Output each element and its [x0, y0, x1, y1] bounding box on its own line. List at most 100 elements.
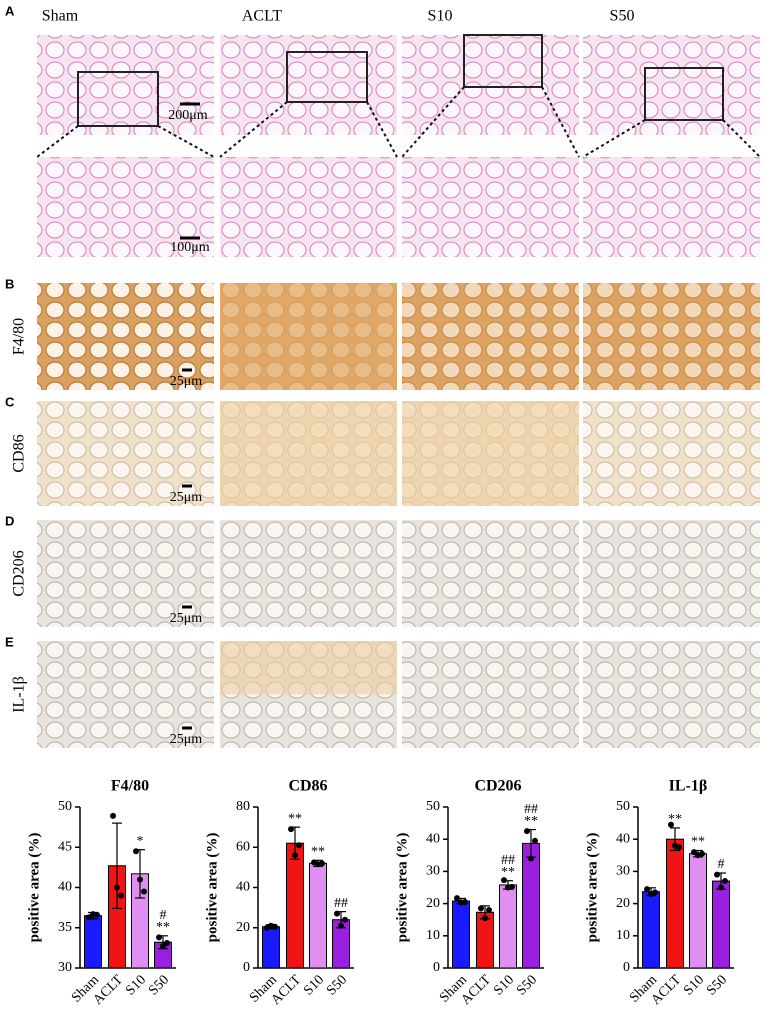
zoom-box	[644, 67, 724, 121]
stain-tint	[583, 283, 760, 390]
significance: #	[160, 908, 167, 923]
column-label: Sham	[42, 8, 79, 25]
significance: *	[137, 834, 144, 849]
data-point	[86, 914, 92, 921]
micrograph	[402, 520, 579, 627]
data-point	[296, 842, 302, 849]
scale-label: 25μm	[170, 490, 203, 505]
scale-label: 25μm	[170, 732, 203, 747]
y-axis-label: positive area (%)	[394, 833, 410, 943]
micrograph	[37, 520, 214, 627]
x-tick-label: S50	[704, 972, 730, 998]
data-point	[652, 889, 658, 896]
significance: **	[524, 814, 538, 829]
data-point	[164, 940, 170, 947]
micrograph	[583, 520, 760, 627]
significance: **	[691, 835, 705, 850]
significance: **	[311, 845, 325, 860]
significance: **	[668, 812, 682, 827]
significance: ##	[334, 896, 348, 911]
y-tick-label: 0	[243, 960, 250, 975]
micrograph	[37, 35, 214, 135]
row-label: CD206	[11, 550, 28, 596]
panel-label: A	[5, 3, 15, 18]
significance: #	[718, 857, 725, 872]
data-point	[486, 907, 492, 914]
y-tick-label: 30	[616, 864, 630, 879]
scale-label: 25μm	[170, 611, 203, 626]
data-point	[156, 934, 162, 941]
x-tick-label: S50	[324, 972, 350, 998]
bar	[84, 915, 102, 969]
data-point	[501, 877, 507, 884]
data-point	[94, 911, 100, 918]
y-tick-label: 45	[58, 839, 72, 854]
data-point	[714, 871, 720, 878]
bar	[666, 838, 684, 969]
x-tick-label: S10	[681, 972, 707, 998]
bar	[286, 842, 304, 969]
significance: ##	[524, 802, 538, 817]
stain-tint	[220, 401, 397, 506]
micrograph	[220, 157, 397, 257]
stain-tint	[402, 401, 579, 506]
y-tick-label: 30	[58, 960, 72, 975]
chart-title: CD86	[288, 778, 327, 795]
y-tick-label: 50	[616, 799, 630, 814]
scale-label: 200μm	[168, 108, 208, 123]
bar	[689, 853, 707, 969]
y-tick-label: 80	[236, 799, 250, 814]
x-tick-label: S10	[123, 972, 149, 998]
significance: **	[288, 811, 302, 826]
micrograph	[583, 283, 760, 390]
y-tick-label: 40	[426, 831, 440, 846]
data-point	[334, 910, 340, 917]
micrograph	[402, 157, 579, 257]
zoom-line	[157, 125, 215, 158]
data-point	[133, 848, 139, 855]
bar	[712, 880, 730, 969]
data-point	[462, 898, 468, 905]
row-label: CD86	[11, 434, 28, 472]
y-tick-label: 0	[433, 960, 440, 975]
micrograph	[583, 35, 760, 135]
bar	[642, 891, 660, 969]
column-label: S50	[610, 8, 635, 25]
data-point	[722, 878, 728, 885]
stain-tint	[220, 641, 397, 695]
y-tick-label: 60	[236, 839, 250, 854]
data-point	[288, 826, 294, 833]
zoom-line	[366, 101, 398, 158]
data-point	[699, 850, 705, 857]
y-tick-label: 10	[616, 928, 630, 943]
y-tick-label: 20	[426, 896, 440, 911]
data-point	[668, 821, 674, 828]
data-point	[644, 886, 650, 893]
micrograph	[583, 401, 760, 506]
bar	[522, 842, 540, 969]
data-point	[137, 876, 143, 883]
y-tick-label: 40	[236, 880, 250, 895]
y-tick-label: 40	[616, 831, 630, 846]
y-tick-label: 20	[236, 920, 250, 935]
y-tick-label: 50	[58, 799, 72, 814]
data-point	[141, 888, 147, 895]
x-tick-label: S50	[514, 972, 540, 998]
x-tick-label: S10	[301, 972, 327, 998]
y-axis-label: positive area (%)	[204, 833, 220, 943]
micrographs	[37, 35, 760, 748]
micrograph	[220, 520, 397, 627]
y-axis-label: positive area (%)	[26, 833, 42, 943]
micrograph	[402, 35, 579, 135]
panel-label: B	[5, 276, 14, 291]
y-tick-label: 20	[616, 896, 630, 911]
row-label: F4/80	[11, 318, 28, 355]
scale-label: 100μm	[170, 240, 210, 255]
zoom-line	[219, 101, 288, 158]
zoom-box	[286, 51, 368, 103]
stain-tint	[220, 283, 397, 390]
significance: **	[501, 865, 515, 880]
y-tick-label: 30	[426, 864, 440, 879]
row-label: IL-1β	[11, 676, 28, 713]
micrograph	[37, 157, 214, 257]
